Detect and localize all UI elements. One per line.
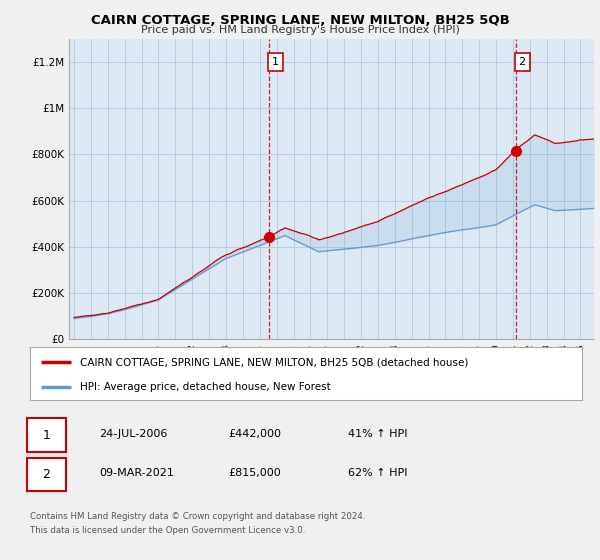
Text: 2: 2 xyxy=(43,468,50,481)
Text: 24-JUL-2006: 24-JUL-2006 xyxy=(99,429,167,439)
Text: CAIRN COTTAGE, SPRING LANE, NEW MILTON, BH25 5QB (detached house): CAIRN COTTAGE, SPRING LANE, NEW MILTON, … xyxy=(80,357,468,367)
Text: £442,000: £442,000 xyxy=(228,429,281,439)
Text: CAIRN COTTAGE, SPRING LANE, NEW MILTON, BH25 5QB: CAIRN COTTAGE, SPRING LANE, NEW MILTON, … xyxy=(91,14,509,27)
Text: HPI: Average price, detached house, New Forest: HPI: Average price, detached house, New … xyxy=(80,382,331,392)
Text: 09-MAR-2021: 09-MAR-2021 xyxy=(99,468,174,478)
Text: 1: 1 xyxy=(43,428,50,442)
Text: 41% ↑ HPI: 41% ↑ HPI xyxy=(348,429,407,439)
Text: 62% ↑ HPI: 62% ↑ HPI xyxy=(348,468,407,478)
Text: 1: 1 xyxy=(272,57,278,67)
Text: Contains HM Land Registry data © Crown copyright and database right 2024.
This d: Contains HM Land Registry data © Crown c… xyxy=(30,512,365,535)
Text: £815,000: £815,000 xyxy=(228,468,281,478)
Text: 2: 2 xyxy=(518,57,526,67)
Text: Price paid vs. HM Land Registry's House Price Index (HPI): Price paid vs. HM Land Registry's House … xyxy=(140,25,460,35)
